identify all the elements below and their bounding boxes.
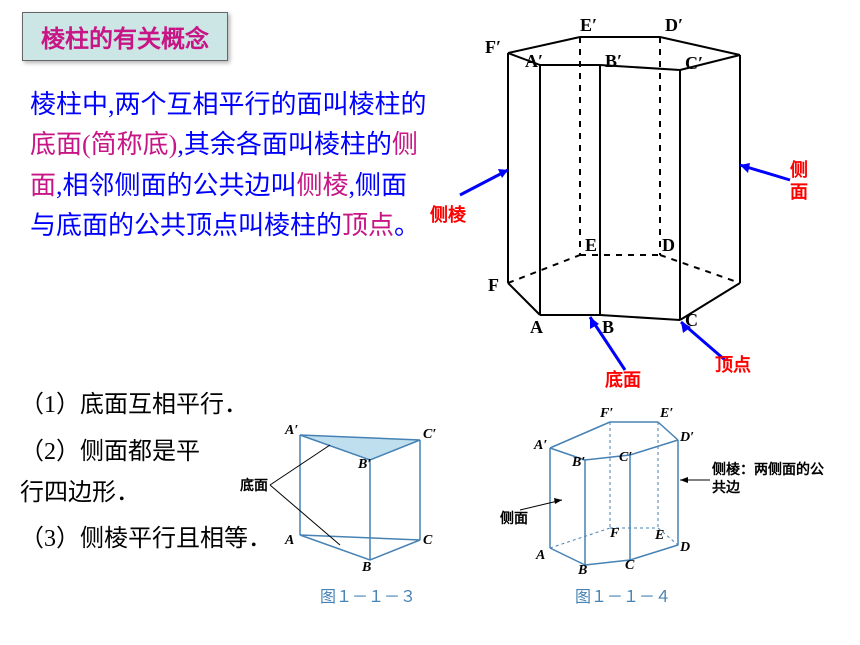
fig4-ann-edge: 侧棱：两侧面的公共边 [712,462,832,498]
fig3-Ap: A′ [285,423,298,439]
figure-1-1-4: A′ B′ C′ D′ E′ F′ A B C D E F 侧面 侧棱：两侧面的… [500,400,850,610]
fig3-ann: 底面 [240,475,268,495]
label-E: E [585,235,597,256]
prism-svg [430,15,850,395]
label-Ap: A′ [525,51,543,72]
text-2: ,其余各面叫棱柱的 [177,130,392,159]
ann-side-face: 侧面 [790,160,808,203]
ann-bottom-face: 底面 [605,370,641,392]
figure-1-1-3: A′ B′ C′ A B C 底面 图１－１－３ [240,405,475,605]
label-Dp: D′ [665,15,683,36]
text-1: 棱柱中,两个互相平行的面叫棱柱的 [30,90,427,119]
fig4-C: C [625,558,634,574]
label-A: A [530,317,543,338]
properties-list: （1）底面互相平行． （2）侧面都是平行四边形． （3）侧棱平行且相等． [20,385,272,566]
label-B: B [602,317,614,338]
fig4-Dp: D′ [680,430,694,446]
property-1: （1）底面互相平行． [20,385,272,426]
fig3-caption: 图１－１－３ [320,583,416,607]
fig4-Cp: C′ [619,450,632,466]
label-Cp: C′ [685,53,703,74]
label-Fp: F′ [485,37,501,58]
property-2: （2）侧面都是平行四边形． [20,432,220,514]
fig4-E: E [655,528,664,544]
fig3-A: A [285,533,294,549]
label-Ep: E′ [580,15,597,36]
fig3-Cp: C′ [423,427,436,443]
fig3-B: B [362,560,371,576]
highlight-edge: 侧棱 [297,171,349,200]
fig4-Fp: F′ [600,406,613,422]
hexagonal-prism-diagram: A′ B′ C′ D′ E′ F′ A B C D E F 侧棱 侧面 底面 顶… [430,15,850,395]
fig4-Ap: A′ [534,438,547,454]
fig4-Bp: B′ [572,455,585,471]
fig4-B: B [578,563,587,579]
ann-side-edge: 侧棱 [430,205,466,227]
fig4-D: D [680,540,690,556]
fig4-ann-side: 侧面 [500,508,528,528]
label-D: D [662,235,675,256]
fig4-A: A [536,548,545,564]
fig4-caption: 图１－１－４ [575,583,671,607]
label-Bp: B′ [605,51,622,72]
fig3-C: C [423,533,432,549]
ann-vertex: 顶点 [715,355,751,377]
label-F: F [488,275,499,296]
fig4-F: F [610,526,619,542]
main-paragraph: 棱柱中,两个互相平行的面叫棱柱的底面(简称底),其余各面叫棱柱的侧面,相邻侧面的… [30,85,430,246]
label-C: C [685,310,698,331]
title-box: 棱柱的有关概念 [22,12,228,61]
fig4-Ep: E′ [660,406,673,422]
property-3: （3）侧棱平行且相等． [20,519,272,560]
text-5: 。 [394,211,420,240]
text-3: ,相邻侧面的公共边叫 [56,171,297,200]
fig3-svg [240,405,475,580]
fig3-Bp: B′ [358,457,371,473]
highlight-bottom: 底面(简称底) [30,130,177,159]
highlight-vertex: 顶点 [342,211,394,240]
